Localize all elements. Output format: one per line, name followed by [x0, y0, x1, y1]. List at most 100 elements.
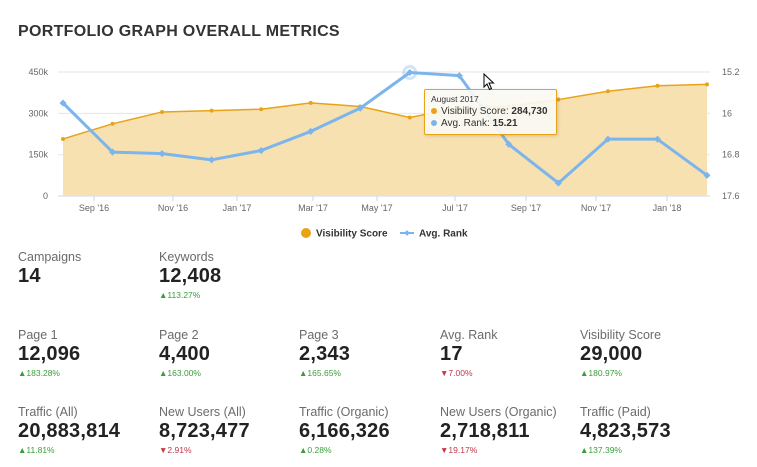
page-title: PORTFOLIO GRAPH OVERALL METRICS: [18, 23, 340, 40]
metric-value: 14: [18, 265, 41, 287]
rank-hover-halo: [402, 65, 418, 81]
metric-keywords: Keywords 12,408 ▲113.27%: [159, 250, 299, 300]
triangle-up-icon: ▲: [18, 445, 27, 455]
metric-value: 4,400: [159, 343, 211, 365]
y-left-tick-label: 300k: [28, 108, 48, 118]
visibility-point: [259, 107, 264, 112]
metric-label: Page 3: [299, 328, 339, 342]
metric-value: 2,718,811: [440, 420, 530, 442]
y-axis-right: 15.2 16 16.8 17.6: [722, 67, 740, 201]
metric-change: ▼2.91%: [159, 445, 299, 455]
visibility-point: [308, 100, 313, 105]
metric-page-2: Page 2 4,400 ▲163.00%: [159, 328, 299, 378]
metric-change: ▲163.00%: [159, 368, 299, 378]
metric-label: Campaigns: [18, 250, 82, 264]
x-tick-label: May '17: [361, 203, 392, 213]
x-tick-label: Jan '18: [653, 203, 682, 213]
rank-point: [455, 72, 463, 80]
metric-value: 17: [440, 343, 463, 365]
visibility-point: [605, 89, 610, 94]
metric-change-value: 7.00%: [448, 368, 473, 378]
visibility-point: [556, 97, 561, 102]
metric-change-value: 0.28%: [307, 445, 332, 455]
y-left-tick-label: 450k: [28, 67, 48, 77]
x-axis: Sep '16 Nov '16 Jan '17 Mar '17 May '17 Jul '…: [79, 196, 682, 213]
metric-value: 12,408: [159, 265, 222, 287]
metric-new-users-all: New Users (All) 8,723,477 ▼2.91%: [159, 405, 299, 455]
metric-change-value: 19.17%: [448, 445, 478, 455]
metric-change: ▲0.28%: [299, 445, 439, 455]
triangle-up-icon: ▲: [159, 290, 168, 300]
metric-avg-rank: Avg. Rank 17 ▼7.00%: [440, 328, 580, 378]
rank-line: [61, 71, 708, 185]
metric-value: 8,723,477: [159, 420, 250, 442]
chart-tooltip: August 2017 Visibility Score: 284,730 Av…: [424, 89, 557, 135]
tooltip-header: August 2017: [431, 94, 479, 104]
legend-visibility-label: Visibility Score: [316, 229, 388, 240]
rank-point: [257, 146, 265, 155]
x-tick-label: Jul '17: [442, 203, 468, 213]
metric-value: 20,883,814: [18, 420, 121, 442]
metric-change-value: 137.39%: [588, 445, 622, 455]
triangle-up-icon: ▲: [18, 368, 27, 378]
x-tick-label: Sep '16: [79, 203, 109, 213]
metric-change: ▲183.28%: [18, 368, 158, 378]
legend-rank-label: Avg. Rank: [419, 229, 468, 240]
portfolio-chart: 0 150k 300k 450k 15.2 16 16.8 17.6 Sep '16 Nov …: [28, 65, 740, 240]
rank-point: [109, 148, 117, 156]
y-right-tick-label: 15.2: [722, 67, 740, 77]
y-left-tick-label: 150k: [28, 150, 48, 160]
triangle-up-icon: ▲: [299, 445, 308, 455]
metric-change: ▲180.97%: [580, 368, 720, 378]
metric-traffic-all: Traffic (All) 20,883,814 ▲11.81%: [18, 405, 158, 455]
tooltip-row-visibility: Visibility Score: 284,730: [431, 106, 550, 118]
metric-label: New Users (Organic): [440, 405, 557, 419]
visibility-point: [110, 121, 115, 126]
metric-label: Traffic (Organic): [299, 405, 389, 419]
metric-change: ▲11.81%: [18, 445, 158, 455]
triangle-down-icon: ▼: [440, 368, 449, 378]
metric-change: ▲165.65%: [299, 368, 439, 378]
metric-campaigns: Campaigns 14: [18, 250, 158, 288]
metric-label: Page 1: [18, 328, 58, 342]
visibility-point: [61, 136, 65, 141]
metric-change: ▲113.27%: [159, 290, 299, 300]
metric-value: 6,166,326: [299, 420, 390, 442]
triangle-up-icon: ▲: [159, 368, 168, 378]
x-tick-label: Mar '17: [298, 203, 328, 213]
y-axis-left: 0 150k 300k 450k: [28, 67, 48, 201]
triangle-down-icon: ▼: [159, 445, 168, 455]
triangle-up-icon: ▲: [580, 368, 589, 378]
metric-label: Keywords: [159, 250, 214, 264]
x-tick-label: Nov '17: [581, 203, 611, 213]
y-right-tick-label: 17.6: [722, 191, 740, 201]
visibility-dot-icon: [431, 108, 437, 115]
visibility-point: [705, 82, 709, 87]
y-left-tick-label: 0: [43, 191, 48, 201]
rank-point: [703, 171, 711, 179]
rank-series: [59, 65, 711, 187]
metric-change-value: 163.00%: [167, 368, 201, 378]
y-right-tick-label: 16: [722, 108, 732, 118]
triangle-up-icon: ▲: [580, 445, 589, 455]
rank-point: [554, 179, 562, 187]
metric-change: ▼7.00%: [440, 368, 580, 378]
visibility-point: [655, 83, 660, 88]
metric-change-value: 11.81%: [26, 445, 55, 455]
metric-value: 12,096: [18, 343, 81, 365]
metric-label: Traffic (Paid): [580, 405, 651, 419]
visibility-point: [160, 109, 165, 114]
legend-rank-marker: [404, 230, 410, 236]
rank-point: [307, 127, 315, 135]
legend-visibility-icon: [301, 228, 311, 238]
visibility-point: [209, 108, 214, 113]
metric-label: New Users (All): [159, 405, 246, 419]
metric-page-3: Page 3 2,343 ▲165.65%: [299, 328, 439, 378]
metric-visibility-score: Visibility Score 29,000 ▲180.97%: [580, 328, 720, 378]
metric-value: 4,823,573: [580, 420, 671, 442]
metric-label: Avg. Rank: [440, 328, 498, 342]
metric-value: 29,000: [580, 343, 643, 365]
visibility-point: [407, 115, 412, 120]
metric-traffic-organic: Traffic (Organic) 6,166,326 ▲0.28%: [299, 405, 439, 455]
metric-change-value: 2.91%: [167, 445, 192, 455]
